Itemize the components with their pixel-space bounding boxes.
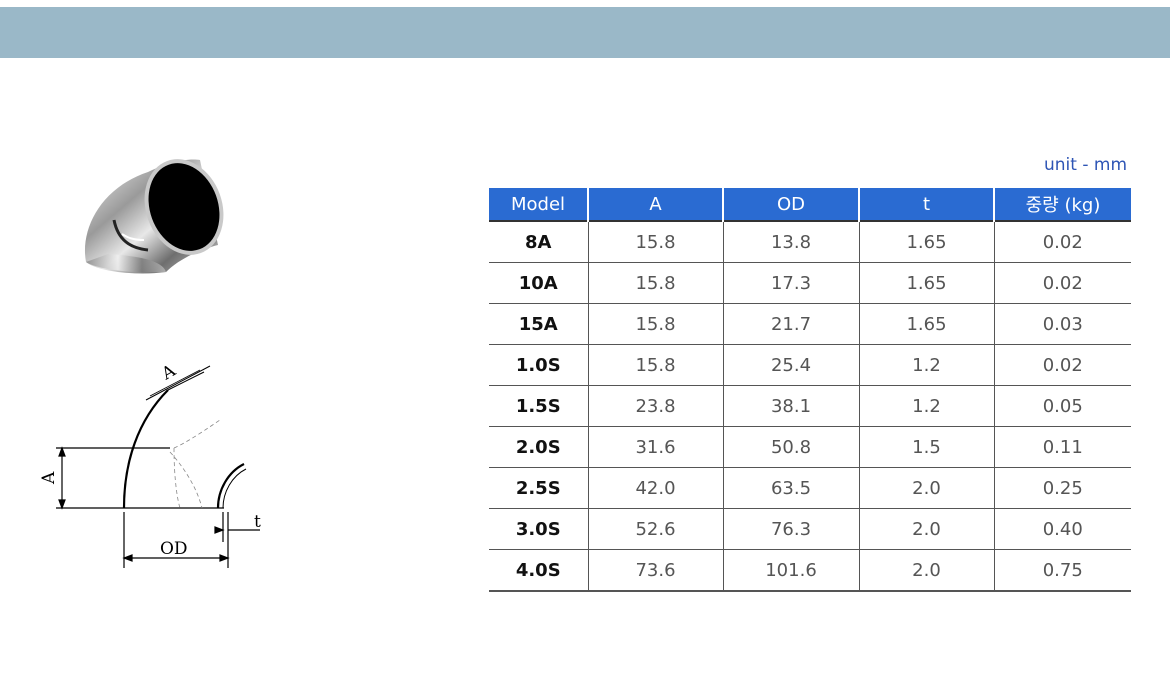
cell-weight: 0.25 [993,467,1131,509]
cell-od: 63.5 [722,467,859,509]
cell-a: 15.8 [587,262,723,304]
table-row: 1.0S 15.8 25.4 1.2 0.02 [489,344,1131,386]
cell-model: 1.5S [489,385,588,427]
table-body: 8A 15.8 13.8 1.65 0.02 10A 15.8 17.3 1.65 0.02 15A… [489,220,1131,592]
cell-od: 38.1 [722,385,859,427]
cell-weight: 0.03 [993,303,1131,345]
cell-a: 52.6 [587,508,723,550]
dim-label-a-left: A [39,471,59,485]
cell-a: 15.8 [587,220,723,263]
cell-t: 1.65 [858,303,994,345]
cell-od: 101.6 [722,549,859,592]
cell-model: 1.0S [489,344,588,386]
cell-a: 23.8 [587,385,723,427]
cell-model: 15A [489,303,588,345]
cell-t: 1.5 [858,426,994,468]
cell-t: 2.0 [858,467,994,509]
cell-a: 15.8 [587,344,723,386]
table-row: 2.0S 31.6 50.8 1.5 0.11 [489,426,1131,468]
table-row: 4.0S 73.6 101.6 2.0 0.75 [489,549,1131,592]
cell-od: 13.8 [722,220,859,263]
spec-table: Model A OD t 중량 (kg) 8A 15.8 13.8 1.65 0.02 1… [489,188,1131,592]
cell-weight: 0.02 [993,344,1131,386]
cell-weight: 0.02 [993,262,1131,304]
unit-note: unit - mm [1044,155,1127,175]
table-row: 2.5S 42.0 63.5 2.0 0.25 [489,467,1131,509]
cell-t: 1.2 [858,344,994,386]
cell-model: 4.0S [489,549,588,592]
cell-a: 42.0 [587,467,723,509]
cell-t: 1.65 [858,262,994,304]
cell-model: 10A [489,262,588,304]
dimension-drawing: A A OD t [38,352,278,574]
cell-od: 25.4 [722,344,859,386]
elbow-photo [78,150,238,275]
header-weight: 중량 (kg) [993,188,1131,221]
cell-od: 21.7 [722,303,859,345]
header-a: A [587,188,723,221]
dim-label-t: t [254,512,261,532]
header-t: t [858,188,994,221]
dim-label-a-top: A [158,361,180,385]
cell-model: 8A [489,220,588,263]
header-model: Model [489,188,588,221]
cell-a: 15.8 [587,303,723,345]
cell-od: 17.3 [722,262,859,304]
cell-weight: 0.75 [993,549,1131,592]
cell-model: 2.5S [489,467,588,509]
table-row: 1.5S 23.8 38.1 1.2 0.05 [489,385,1131,427]
table-row: 8A 15.8 13.8 1.65 0.02 [489,220,1131,263]
table-row: 3.0S 52.6 76.3 2.0 0.40 [489,508,1131,550]
cell-model: 3.0S [489,508,588,550]
cell-t: 2.0 [858,549,994,592]
cell-weight: 0.11 [993,426,1131,468]
cell-a: 31.6 [587,426,723,468]
cell-od: 76.3 [722,508,859,550]
cell-od: 50.8 [722,426,859,468]
cell-t: 1.65 [858,220,994,263]
cell-weight: 0.40 [993,508,1131,550]
table-row: 15A 15.8 21.7 1.65 0.03 [489,303,1131,345]
cell-model: 2.0S [489,426,588,468]
cell-weight: 0.05 [993,385,1131,427]
cell-a: 73.6 [587,549,723,592]
cell-weight: 0.02 [993,220,1131,263]
table-header-row: Model A OD t 중량 (kg) [489,188,1131,221]
top-banner [0,7,1170,58]
cell-t: 2.0 [858,508,994,550]
header-od: OD [722,188,859,221]
dim-label-od: OD [160,539,188,559]
cell-t: 1.2 [858,385,994,427]
table-row: 10A 15.8 17.3 1.65 0.02 [489,262,1131,304]
